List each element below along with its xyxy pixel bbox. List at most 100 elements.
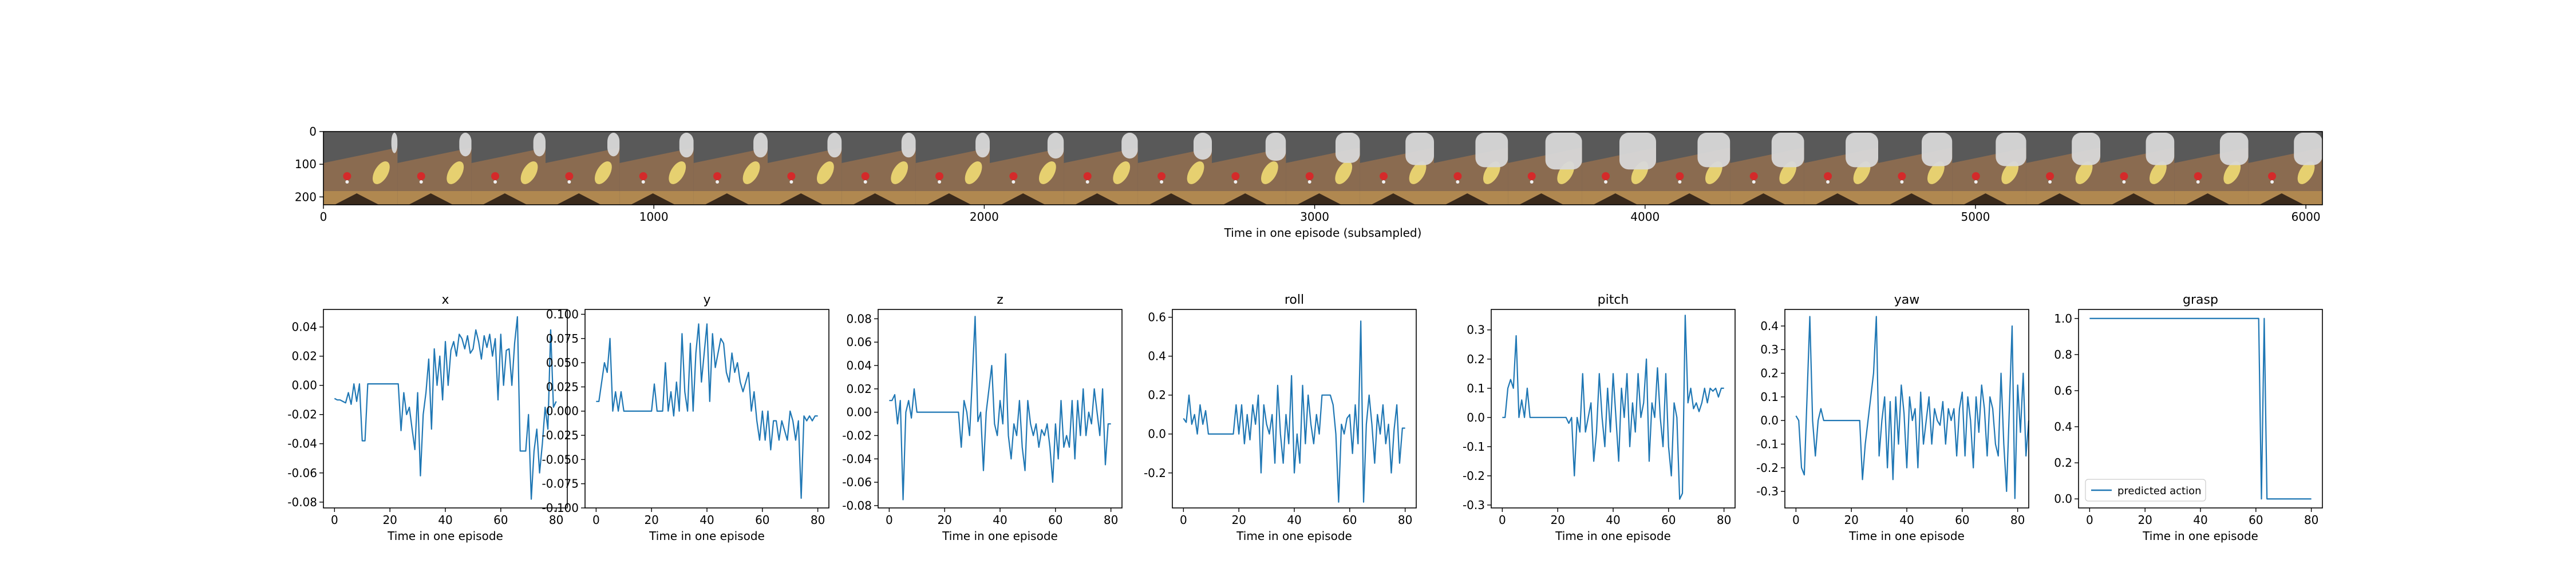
legend-box xyxy=(2085,479,2206,502)
yellow-object xyxy=(2297,161,2315,184)
table-surface xyxy=(1137,148,1212,205)
x-tick-label: 0 xyxy=(1499,513,1506,527)
image-frame xyxy=(1137,132,1212,205)
x-tick-label: 80 xyxy=(1717,513,1731,527)
y-tick-label: 0.00 xyxy=(846,406,872,419)
white-marker xyxy=(1456,180,1460,184)
red-object xyxy=(1157,172,1166,180)
chart-title: x xyxy=(441,293,449,307)
white-marker xyxy=(716,180,720,184)
image-frame xyxy=(768,132,842,205)
y-tick-label: -0.1 xyxy=(1463,440,1485,454)
strip-x-axis-label: Time in one episode (subsampled) xyxy=(1224,226,1422,240)
table-shadow xyxy=(334,193,379,205)
yellow-object xyxy=(1113,161,1131,184)
red-object xyxy=(639,172,647,180)
yellow-object xyxy=(2075,161,2093,184)
robot-gripper xyxy=(1475,133,1508,168)
robot-gripper xyxy=(533,133,546,157)
table-surface xyxy=(323,148,398,205)
y-tick-label: 0.4 xyxy=(1148,349,1166,363)
y-tick-label: 0.1 xyxy=(1467,382,1485,395)
x-axis-label: Time in one episode xyxy=(1848,529,1965,543)
x-tick-label: 0 xyxy=(592,513,600,527)
plot-frame xyxy=(878,309,1123,509)
image-frame xyxy=(397,132,472,205)
table-shadow xyxy=(852,193,898,205)
table-surface xyxy=(915,148,990,205)
y-tick-label: 1.0 xyxy=(2054,312,2072,325)
robot-gripper xyxy=(1405,133,1434,165)
white-marker xyxy=(1604,180,1608,184)
red-object xyxy=(1231,172,1240,180)
y-tick-label: 0.3 xyxy=(1760,343,1779,356)
y-tick-label: 0.04 xyxy=(846,359,872,372)
y-tick-label: 0.0 xyxy=(1760,414,1779,427)
red-object xyxy=(1824,172,1832,180)
yellow-object xyxy=(2001,161,2019,184)
image-frame xyxy=(471,132,546,205)
white-marker xyxy=(2196,180,2200,184)
table-surface xyxy=(693,148,768,205)
image-frame xyxy=(1434,132,1508,205)
red-object xyxy=(787,172,796,180)
robot-gripper xyxy=(459,133,472,157)
table-surface xyxy=(471,148,546,205)
table-shadow xyxy=(1371,193,1416,205)
y-tick-label: 0.100 xyxy=(546,307,579,321)
image-frames xyxy=(323,132,2322,205)
red-object xyxy=(1527,172,1536,180)
x-tick-label: 60 xyxy=(1342,513,1357,527)
white-marker xyxy=(1160,180,1164,184)
image-frame xyxy=(1212,132,1286,205)
y-tick-label: 0.0 xyxy=(1467,411,1485,424)
strip-x-tick-label: 4000 xyxy=(1630,210,1660,224)
y-tick-label: -0.2 xyxy=(1756,461,1779,475)
y-tick-label: -0.06 xyxy=(842,475,872,489)
table-shadow xyxy=(1667,193,1712,205)
image-frame xyxy=(2174,132,2249,205)
table-shadow xyxy=(2111,193,2156,205)
x-tick-label: 20 xyxy=(1550,513,1564,527)
x-tick-label: 80 xyxy=(811,513,825,527)
image-frame xyxy=(546,132,620,205)
y-tick-label: -0.04 xyxy=(842,452,872,466)
y-tick-label: 0.4 xyxy=(1760,319,1779,333)
x-tick-label: 60 xyxy=(1048,513,1062,527)
series-line xyxy=(2089,317,2312,500)
x-tick-label: 0 xyxy=(331,513,338,527)
image-frame xyxy=(1878,132,1953,205)
series-line xyxy=(1183,320,1405,503)
robot-gripper xyxy=(1771,133,1804,168)
robot-gripper xyxy=(753,133,768,158)
yellow-object xyxy=(1187,161,1204,184)
x-tick-label: 40 xyxy=(1606,513,1620,527)
x-axis-label: Time in one episode xyxy=(1236,529,1352,543)
robot-gripper xyxy=(1047,133,1064,159)
y-tick-label: -0.08 xyxy=(287,495,317,509)
chart-pitch: pitch 0 20 40 60 80 0.3 0.2 0.1 0.0 -0.1 -0.2 -0.3 Ti… xyxy=(1463,293,1736,543)
action-charts: x0 20 40 60 800.040.020.00-0.02-0.04-0.06-0.… xyxy=(287,293,2323,543)
white-marker xyxy=(1974,180,1978,184)
series-line xyxy=(1795,316,2030,499)
chart-grasp: grasp 0 20 40 60 80 1.0 0.8 0.6 0.4 0.2 0.0 Time in … xyxy=(2054,293,2323,543)
chart-title: pitch xyxy=(1598,293,1629,307)
table-surface xyxy=(1064,148,1139,205)
robot-gripper xyxy=(1193,133,1212,160)
white-marker xyxy=(1530,180,1534,184)
robot-gripper xyxy=(2219,133,2249,165)
x-tick-label: 40 xyxy=(700,513,714,527)
y-tick-label: 0.6 xyxy=(1148,311,1166,324)
yellow-object xyxy=(816,161,834,184)
table-shadow xyxy=(483,193,527,205)
table-shadow xyxy=(1001,193,1045,205)
x-tick-label: 0 xyxy=(2086,513,2093,527)
table-surface xyxy=(546,148,620,205)
x-tick-label: 40 xyxy=(438,513,452,527)
table-shadow xyxy=(1149,193,1194,205)
x-tick-label: 40 xyxy=(993,513,1007,527)
white-marker xyxy=(567,180,571,184)
series-line xyxy=(1502,315,1724,500)
white-marker xyxy=(1826,180,1830,184)
table-shadow xyxy=(1519,193,1564,205)
